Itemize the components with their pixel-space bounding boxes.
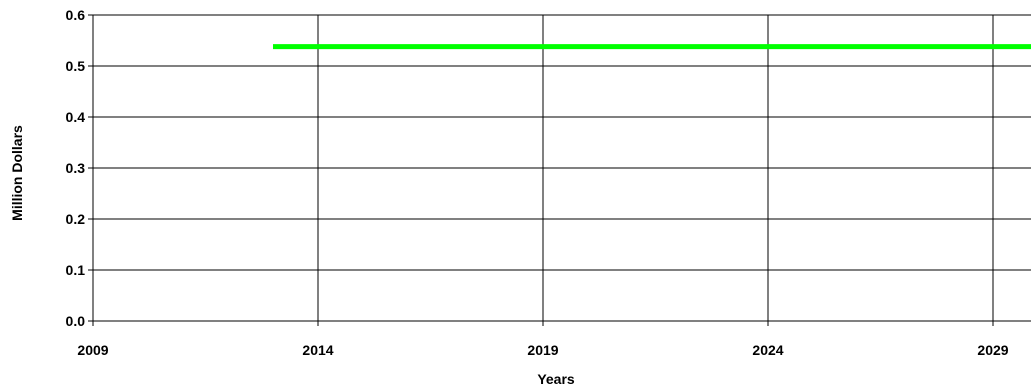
y-tick-label: 0.6: [66, 7, 86, 23]
tick-labels: 0.0 0.1 0.2 0.3 0.4 0.5 0.6 2009 2014 2019 2024 202…: [66, 7, 1009, 358]
y-tick-label: 0.4: [66, 109, 86, 125]
y-tick-label: 0.5: [66, 58, 86, 74]
x-axis-title: Years: [537, 371, 575, 387]
y-tick-label: 0.0: [66, 313, 86, 329]
y-tick-label: 0.3: [66, 160, 86, 176]
x-tick-label: 2019: [527, 342, 558, 358]
x-tick-label: 2024: [752, 342, 783, 358]
y-tick-label: 0.2: [66, 211, 86, 227]
x-tick-label: 2029: [977, 342, 1008, 358]
y-axis-title: Million Dollars: [9, 125, 25, 221]
x-tick-label: 2014: [302, 342, 333, 358]
x-tick-label: 2009: [77, 342, 108, 358]
grid-lines: [92, 14, 1031, 322]
axes: [88, 14, 1031, 326]
y-tick-label: 0.1: [66, 262, 86, 278]
